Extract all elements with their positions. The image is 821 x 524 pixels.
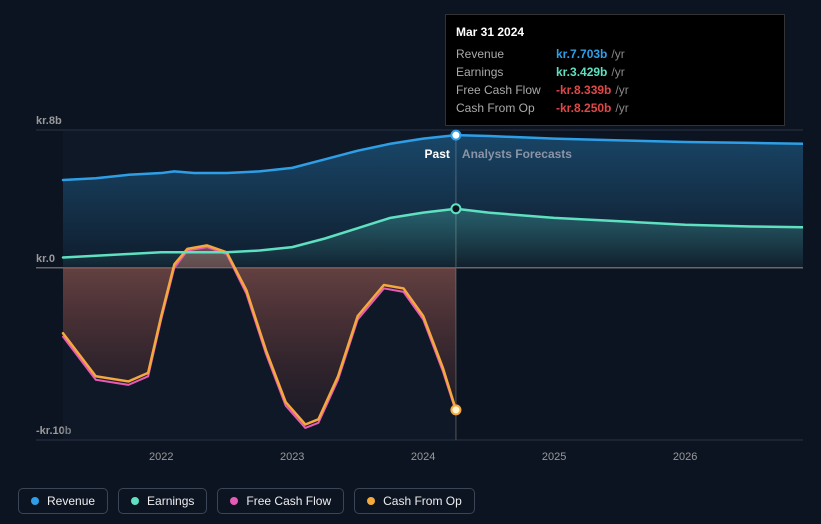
marker-cfo [451, 405, 460, 414]
tooltip-row: Revenuekr.7.703b/yr [456, 45, 774, 63]
marker-revenue [451, 131, 460, 140]
y-axis-label: kr.0 [36, 253, 55, 265]
tooltip-value: kr.3.429b [556, 63, 607, 81]
legend-label: Earnings [147, 494, 194, 508]
tooltip-unit: /yr [611, 63, 624, 81]
tooltip-value: -kr.8.339b [556, 81, 611, 99]
tooltip-row: Free Cash Flow-kr.8.339b/yr [456, 81, 774, 99]
legend-dot [367, 497, 375, 505]
tooltip-value: -kr.8.250b [556, 99, 611, 117]
tooltip-label: Free Cash Flow [456, 81, 556, 99]
tooltip-unit: /yr [615, 99, 628, 117]
legend-label: Free Cash Flow [246, 494, 331, 508]
marker-earnings [451, 204, 460, 213]
legend-item-earnings[interactable]: Earnings [118, 488, 207, 514]
tooltip-unit: /yr [611, 45, 624, 63]
legend-dot [31, 497, 39, 505]
tooltip-row: Earningskr.3.429b/yr [456, 63, 774, 81]
legend-label: Cash From Op [383, 494, 462, 508]
chart-legend: Revenue Earnings Free Cash Flow Cash From O… [18, 488, 475, 514]
past-label: Past [425, 147, 450, 161]
x-axis-label: 2025 [542, 451, 566, 463]
x-axis-label: 2023 [280, 451, 304, 463]
tooltip-label: Revenue [456, 45, 556, 63]
legend-item-fcf[interactable]: Free Cash Flow [217, 488, 344, 514]
tooltip-date: Mar 31 2024 [456, 23, 774, 41]
legend-label: Revenue [47, 494, 95, 508]
tooltip-label: Earnings [456, 63, 556, 81]
x-axis-label: 2022 [149, 451, 173, 463]
tooltip-label: Cash From Op [456, 99, 556, 117]
tooltip-unit: /yr [615, 81, 628, 99]
chart-tooltip: Mar 31 2024 Revenuekr.7.703b/yrEarningsk… [445, 14, 785, 126]
legend-dot [230, 497, 238, 505]
x-axis-label: 2024 [411, 451, 435, 463]
x-axis-label: 2026 [673, 451, 697, 463]
forecast-label: Analysts Forecasts [462, 147, 572, 161]
legend-item-revenue[interactable]: Revenue [18, 488, 108, 514]
tooltip-value: kr.7.703b [556, 45, 607, 63]
legend-dot [131, 497, 139, 505]
tooltip-row: Cash From Op-kr.8.250b/yr [456, 99, 774, 117]
y-axis-label: kr.8b [36, 115, 62, 127]
legend-item-cfo[interactable]: Cash From Op [354, 488, 475, 514]
